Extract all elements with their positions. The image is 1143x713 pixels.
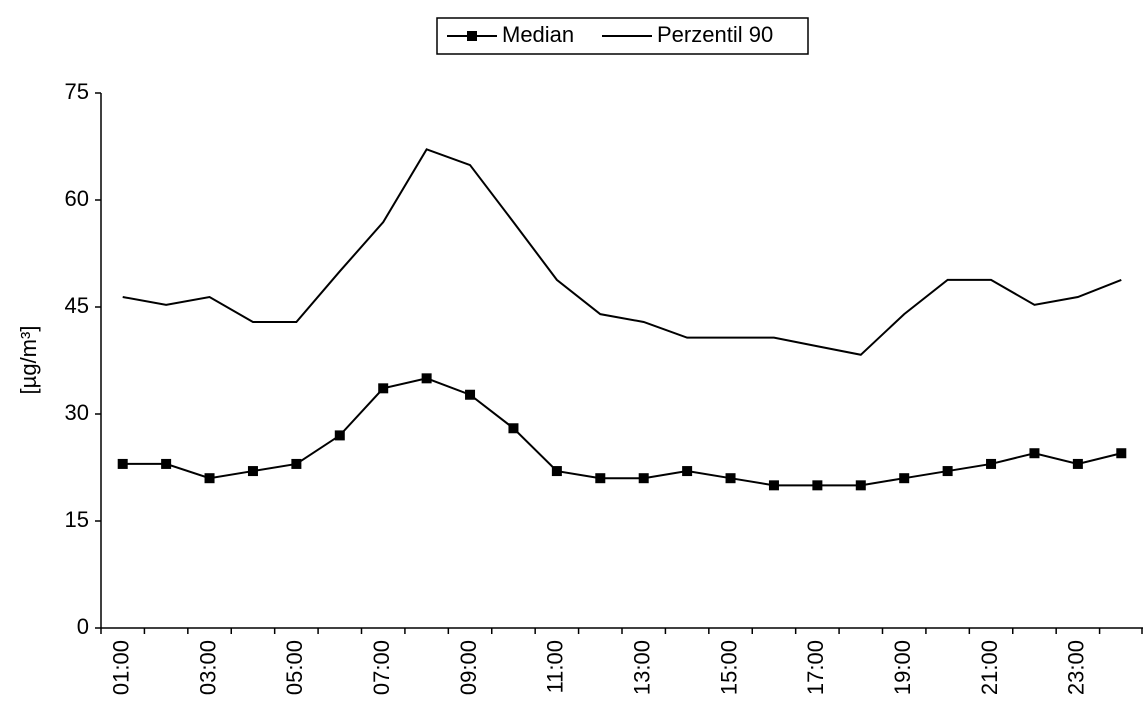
- marker: [812, 480, 823, 491]
- legend-marker: [467, 31, 477, 41]
- y-tick-label: 60: [65, 186, 89, 211]
- marker: [334, 430, 345, 441]
- y-tick-label: 15: [65, 507, 89, 532]
- x-tick-label: 11:00: [543, 640, 568, 693]
- marker: [551, 466, 562, 477]
- y-axis-label: [µg/m³]: [16, 326, 41, 395]
- x-tick-label: 01:00: [109, 640, 134, 695]
- y-tick-label: 0: [77, 614, 89, 639]
- marker: [1029, 448, 1040, 459]
- legend-label: Median: [502, 22, 574, 47]
- marker: [986, 458, 997, 469]
- marker: [421, 373, 432, 384]
- marker: [1116, 448, 1127, 459]
- marker: [638, 473, 649, 484]
- x-tick-label: 13:00: [630, 640, 655, 695]
- marker: [595, 473, 606, 484]
- marker: [768, 480, 779, 491]
- marker: [204, 473, 215, 484]
- marker: [291, 458, 302, 469]
- y-tick-label: 30: [65, 400, 89, 425]
- marker: [942, 466, 953, 477]
- marker: [465, 389, 476, 400]
- x-tick-label: 15:00: [716, 640, 741, 695]
- y-tick-label: 75: [65, 79, 89, 104]
- marker: [117, 458, 128, 469]
- series-line: [122, 148, 1122, 356]
- marker: [378, 383, 389, 394]
- x-tick-label: 19:00: [890, 640, 915, 695]
- x-tick-label: 17:00: [803, 640, 828, 695]
- x-tick-label: 07:00: [369, 640, 394, 695]
- series-line: [122, 377, 1122, 487]
- marker: [247, 466, 258, 477]
- legend-label: Perzentil 90: [657, 22, 773, 47]
- x-tick-label: 09:00: [456, 640, 481, 695]
- marker: [899, 473, 910, 484]
- marker: [725, 473, 736, 484]
- marker: [1072, 458, 1083, 469]
- x-tick-label: 03:00: [195, 640, 220, 695]
- x-tick-label: 23:00: [1064, 640, 1089, 695]
- marker: [855, 480, 866, 491]
- y-tick-label: 45: [65, 293, 89, 318]
- marker: [161, 458, 172, 469]
- x-tick-label: 21:00: [977, 640, 1002, 695]
- x-tick-label: 05:00: [282, 640, 307, 695]
- marker: [682, 466, 693, 477]
- marker: [508, 423, 519, 434]
